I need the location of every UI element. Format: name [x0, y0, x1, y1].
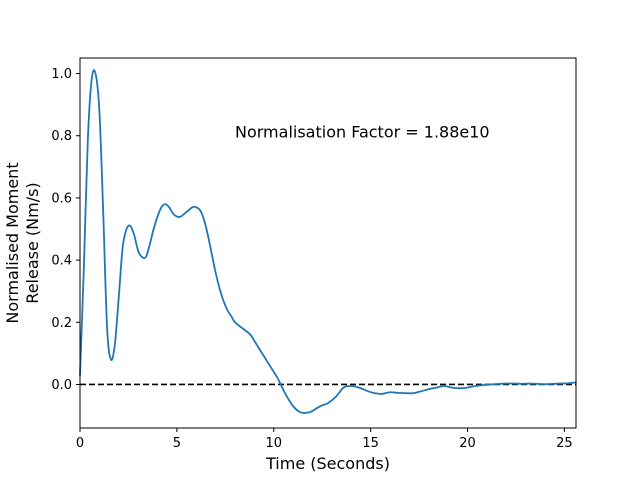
plot-frame — [79, 57, 577, 429]
x-tick-label: 0 — [76, 436, 84, 451]
y-tick-label: 0.2 — [51, 316, 72, 331]
x-axis-ticks: 0 5 10 15 20 25 — [76, 428, 573, 451]
y-axis-ticks: 0.0 0.2 0.4 0.6 0.8 1.0 — [51, 67, 80, 393]
y-axis-label-line-1: Normalised Moment — [3, 162, 22, 323]
y-axis-label-line-2: Release (Nm/s) — [23, 182, 42, 303]
normalisation-factor-annotation: Normalisation Factor = 1.88e10 — [235, 123, 490, 142]
x-tick-label: 10 — [265, 436, 282, 451]
x-tick-label: 5 — [173, 436, 181, 451]
y-tick-label: 1.0 — [51, 67, 72, 82]
series-group — [79, 69, 577, 414]
x-axis-label: Time (Seconds) — [265, 454, 390, 473]
y-tick-label: 0.0 — [51, 378, 72, 393]
plot-area — [79, 57, 577, 429]
y-tick-label: 0.4 — [51, 254, 72, 269]
y-tick-label: 0.8 — [51, 129, 72, 144]
series-line — [79, 69, 577, 414]
x-tick-label: 15 — [362, 436, 379, 451]
x-tick-label: 20 — [459, 436, 476, 451]
x-tick-label: 25 — [556, 436, 573, 451]
plot-background — [80, 58, 576, 428]
y-tick-label: 0.6 — [51, 191, 72, 206]
